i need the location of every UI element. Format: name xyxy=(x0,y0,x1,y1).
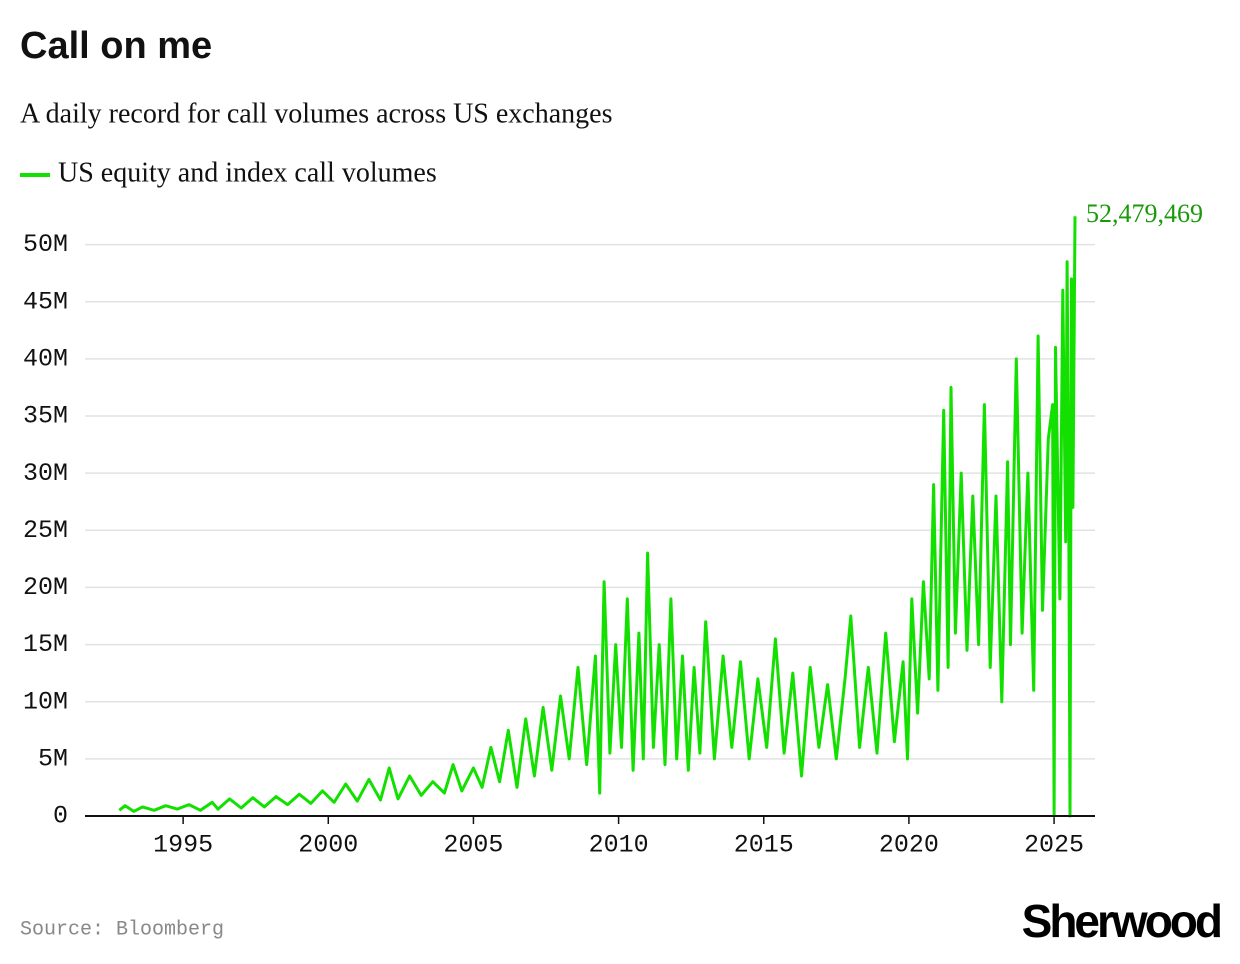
chart-subtitle: A daily record for call volumes across U… xyxy=(20,98,612,129)
data-line xyxy=(118,216,1077,818)
legend-label: US equity and index call volumes xyxy=(58,157,437,188)
source: Source: Bloomberg xyxy=(20,918,224,941)
y-tick-label: 50M xyxy=(23,230,68,259)
y-tick-label: 25M xyxy=(23,516,68,545)
y-tick-label: 5M xyxy=(38,744,68,773)
y-tick-label: 30M xyxy=(23,459,68,488)
chart-title: Call on me xyxy=(20,25,212,67)
y-tick-label: 40M xyxy=(23,344,68,373)
annotation: 52,479,469 xyxy=(1086,199,1203,228)
x-tick-label: 2015 xyxy=(734,831,794,860)
y-tick-label: 20M xyxy=(23,573,68,602)
y-tick-label: 0 xyxy=(53,802,68,831)
x-tick-label: 2005 xyxy=(443,831,503,860)
x-tick-label: 2010 xyxy=(589,831,649,860)
y-tick-label: 45M xyxy=(23,287,68,316)
x-tick-label: 2025 xyxy=(1024,831,1084,860)
x-tick-label: 2020 xyxy=(879,831,939,860)
x-tick-label: 2000 xyxy=(298,831,358,860)
x-tick-label: 1995 xyxy=(153,831,213,860)
y-tick-label: 35M xyxy=(23,402,68,431)
brand-logo: Sherwood xyxy=(1022,895,1221,947)
y-tick-label: 15M xyxy=(23,630,68,659)
y-tick-label: 10M xyxy=(23,687,68,716)
